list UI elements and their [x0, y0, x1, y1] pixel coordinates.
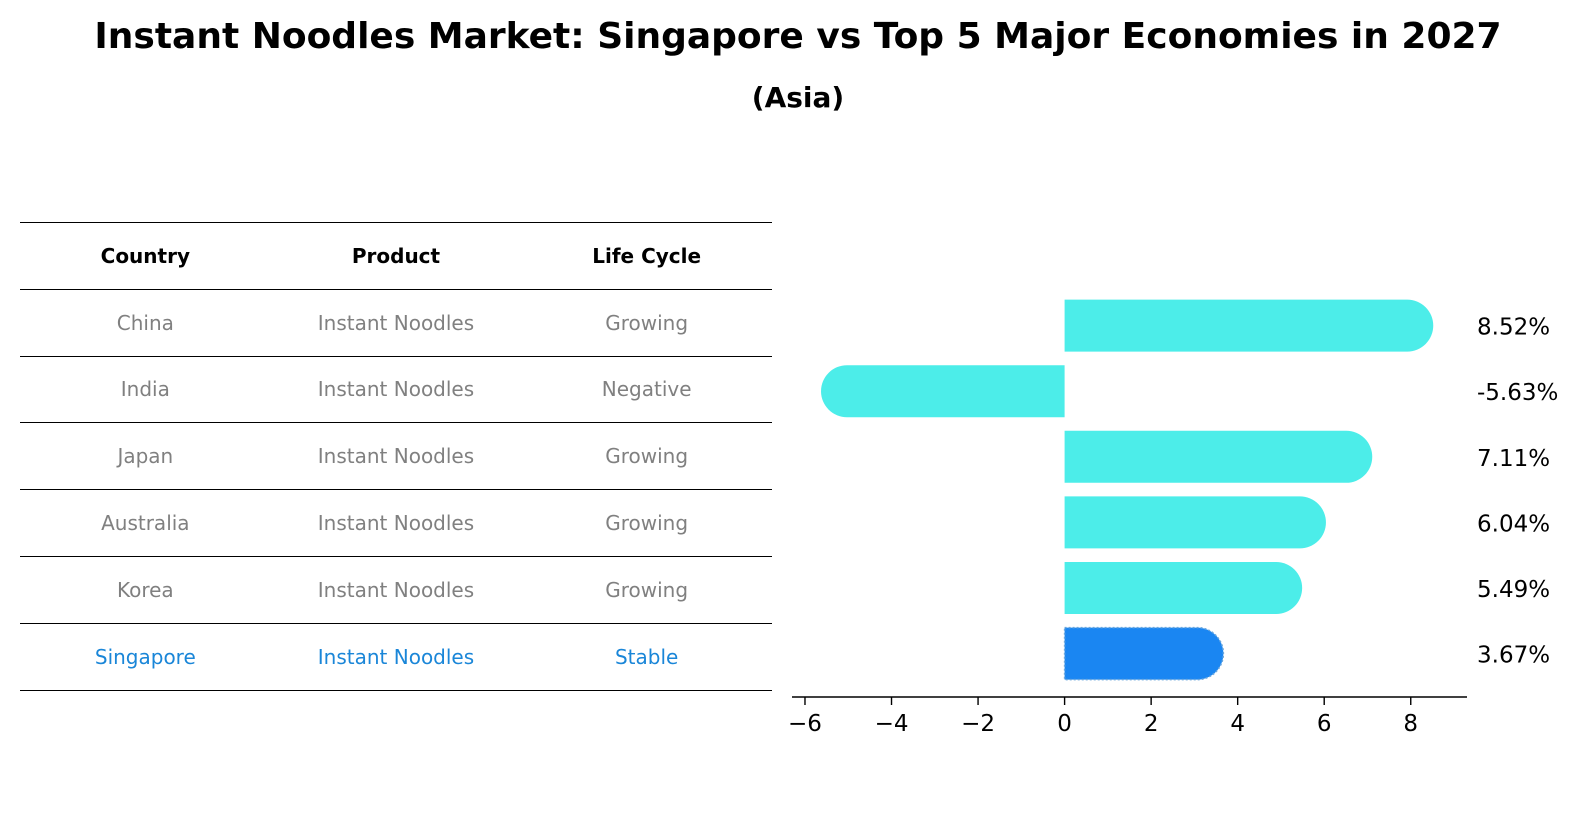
cell-country: Japan — [20, 422, 271, 490]
chart-title: Instant Noodles Market: Singapore vs Top… — [94, 16, 1502, 57]
table-header-row: Country Product Life Cycle — [20, 222, 772, 290]
cell-life-cycle: Growing — [521, 489, 772, 557]
cell-product: Instant Noodles — [270, 355, 522, 423]
cell-product: Instant Noodles — [270, 622, 522, 691]
table-row: Korea Instant Noodles Growing — [20, 555, 772, 624]
cell-country: Australia — [20, 489, 271, 557]
cell-product: Instant Noodles — [270, 288, 522, 357]
value-label: -5.63% — [1477, 380, 1558, 406]
x-tick-label: 6 — [1317, 711, 1332, 737]
header-life-cycle: Life Cycle — [521, 222, 772, 290]
chart-subtitle: (Asia) — [751, 81, 845, 114]
header-product: Product — [270, 222, 522, 290]
value-label: 3.67% — [1477, 643, 1550, 669]
table-row-highlighted: Singapore Instant Noodles Stable — [20, 622, 772, 691]
bar — [1064, 299, 1434, 352]
x-tick-label: −4 — [875, 711, 909, 737]
bar — [1064, 430, 1373, 483]
bar — [1064, 496, 1326, 549]
cell-country: China — [20, 288, 271, 357]
x-tick-label: 4 — [1230, 711, 1245, 737]
x-tick-label: 0 — [1057, 711, 1072, 737]
cell-life-cycle: Negative — [521, 355, 772, 423]
bars-layer — [821, 299, 1434, 681]
bar — [1064, 562, 1303, 614]
cell-product: Instant Noodles — [270, 555, 522, 624]
table-row: India Instant Noodles Negative — [20, 355, 772, 423]
table-row: Japan Instant Noodles Growing — [20, 422, 772, 490]
value-labels-layer: 8.52% -5.63% 7.11% 6.04% 5.49% 3.67% — [1477, 315, 1558, 669]
cell-life-cycle: Stable — [521, 622, 772, 691]
cell-life-cycle: Growing — [521, 422, 772, 490]
x-tick-label: −6 — [788, 711, 822, 737]
cell-product: Instant Noodles — [270, 422, 522, 490]
cell-country: Korea — [20, 555, 271, 624]
x-tick-label: 8 — [1403, 711, 1418, 737]
cell-product: Instant Noodles — [270, 489, 522, 557]
x-tick-label: −2 — [961, 711, 995, 737]
bar — [821, 365, 1065, 418]
bar-highlighted — [1063, 626, 1225, 681]
x-tick-label: 2 — [1144, 711, 1159, 737]
table-row: China Instant Noodles Growing — [20, 288, 772, 357]
cell-life-cycle: Growing — [521, 555, 772, 624]
cell-life-cycle: Growing — [521, 288, 772, 357]
cell-country: Singapore — [20, 622, 271, 691]
header-country: Country — [20, 222, 271, 290]
value-label: 6.04% — [1477, 511, 1550, 537]
value-label: 8.52% — [1477, 315, 1550, 341]
data-table: Country Product Life Cycle China Instant… — [20, 222, 772, 691]
table-row: Australia Instant Noodles Growing — [20, 489, 772, 557]
value-label: 7.11% — [1477, 446, 1550, 472]
cell-country: India — [20, 355, 271, 423]
x-axis: −6 −4 −2 0 2 4 6 8 — [788, 696, 1467, 737]
value-label: 5.49% — [1477, 577, 1550, 603]
